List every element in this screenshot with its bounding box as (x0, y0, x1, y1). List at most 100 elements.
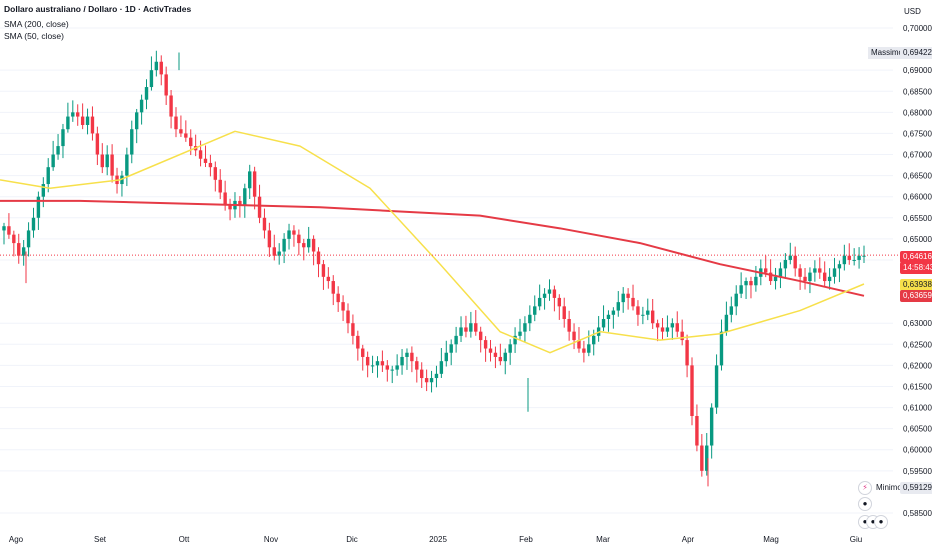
candle-body (847, 255, 851, 260)
candle-body (41, 184, 46, 197)
candle-body (705, 445, 709, 471)
candle-body (21, 247, 26, 256)
x-tick-label: Mag (763, 535, 779, 544)
candle-body (277, 251, 281, 256)
candle-body (572, 331, 576, 341)
candle-body (842, 255, 847, 265)
candle-body (773, 276, 778, 282)
candle-body (557, 297, 562, 307)
candle-body (100, 154, 104, 168)
candle-body (189, 137, 193, 147)
candle-body (262, 217, 267, 231)
candle-body (208, 162, 213, 168)
y-tick-label: 0,62500 (903, 340, 932, 349)
candle-body (267, 230, 272, 248)
candle-body (203, 158, 208, 163)
y-tick-label: 0,69000 (903, 66, 932, 75)
min-text: Minimo (876, 483, 902, 492)
candle-body (56, 146, 60, 155)
candle-body (125, 154, 129, 176)
candle-body (498, 356, 503, 362)
candle-body (547, 289, 552, 294)
candle-body (164, 74, 168, 96)
candle-body (729, 306, 734, 315)
candle-body (139, 99, 144, 113)
candle-body (223, 192, 227, 206)
candle-body (311, 238, 316, 252)
candle-body (36, 196, 41, 218)
candle-body (439, 361, 444, 374)
sma50-legend[interactable]: SMA (50, close) (4, 31, 64, 41)
x-tick-label: Set (94, 535, 107, 544)
candle-body (297, 234, 301, 244)
candle-body (110, 154, 114, 176)
candle-body (700, 445, 704, 471)
sma200-legend[interactable]: SMA (200, close) (4, 19, 69, 29)
max-value: 0,69422 (900, 47, 932, 59)
candle-body (365, 356, 370, 366)
sma50-line (0, 130, 865, 354)
candle-body (641, 314, 645, 316)
y-tick-label: 0,61000 (903, 404, 932, 413)
flag-us-icon-2[interactable]: ● (874, 515, 888, 529)
candle-body (768, 272, 773, 282)
candle-body (420, 369, 424, 379)
candle-body (626, 293, 630, 298)
candle-body (793, 255, 797, 269)
candle-body (577, 340, 581, 349)
candle-body (813, 268, 817, 273)
candle-body (400, 356, 404, 366)
y-tick-label: 0,58500 (903, 509, 932, 518)
candle-body (326, 276, 331, 282)
countdown-label: 14:58:43 (900, 262, 932, 274)
y-tick-label: 0,67500 (903, 129, 932, 138)
candle-body (390, 369, 394, 371)
currency-label: USD (904, 7, 921, 16)
candle-body (174, 116, 178, 130)
candle-body (375, 361, 380, 366)
y-tick-label: 0,60000 (903, 446, 932, 455)
y-tick-label: 0,65000 (903, 235, 932, 244)
candle-body (690, 365, 694, 416)
candle-body (429, 378, 434, 383)
candle-body (778, 268, 783, 277)
candle-body (228, 205, 232, 210)
candle-body (51, 154, 55, 168)
x-tick-label: Dic (346, 535, 358, 544)
candle-body (837, 264, 842, 269)
candle-body (361, 348, 365, 357)
candle-body (562, 306, 566, 319)
candle-body (144, 87, 149, 100)
chart-title: Dollaro australiano / Dollaro · 1D · Act… (4, 4, 192, 14)
candle-body (248, 171, 252, 189)
candle-body (523, 323, 527, 332)
candle-body (695, 416, 699, 446)
candle-body (675, 323, 679, 332)
max-tag: Massimo (868, 47, 907, 59)
candle-body (650, 310, 655, 324)
candle-body (665, 327, 670, 332)
candle-body (483, 340, 488, 349)
candle-body (85, 116, 90, 125)
candle-body (528, 314, 532, 324)
y-tick-label: 0,68500 (903, 87, 932, 96)
candle-body (464, 327, 468, 332)
candle-body (306, 238, 311, 248)
candle-body (744, 281, 748, 286)
lightning-icon[interactable]: ⚡ (858, 481, 872, 495)
candle-body (213, 167, 218, 180)
candle-body (130, 129, 134, 155)
candle-body (12, 234, 16, 244)
candle-body (533, 306, 537, 315)
candle-body (537, 297, 542, 307)
flag-au-icon[interactable]: ● (858, 497, 872, 511)
candle-body (582, 348, 586, 353)
candle-body (636, 306, 640, 315)
y-tick-label: 0,66500 (903, 172, 932, 181)
candle-body (243, 188, 247, 206)
candle-body (238, 200, 242, 206)
candle-body (857, 255, 861, 260)
min-value: 0,59129 (900, 482, 932, 494)
